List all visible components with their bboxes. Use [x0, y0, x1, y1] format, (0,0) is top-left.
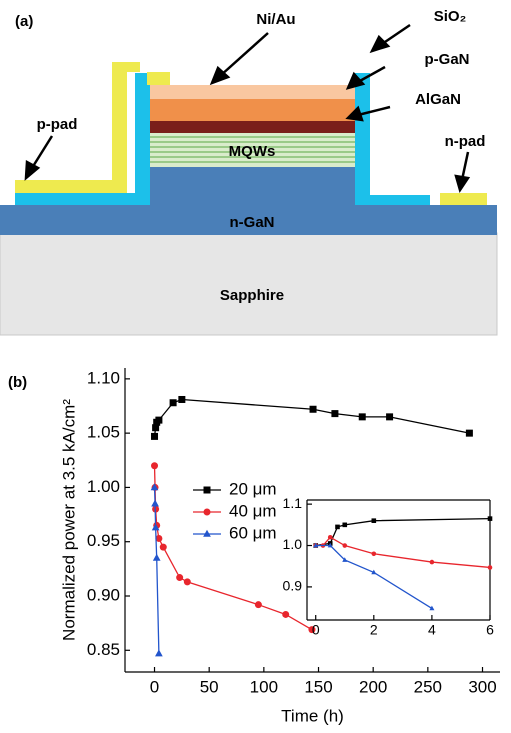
marker	[151, 462, 158, 469]
marker	[359, 413, 366, 420]
figure: (a) Ni/Au SiO₂ p-GaN AlGaN MQWs p-pad n-…	[0, 0, 511, 733]
marker	[488, 516, 493, 521]
x-tick-label: 2	[370, 622, 378, 638]
legend-label: 60 μm	[229, 523, 277, 542]
marker	[176, 574, 183, 581]
marker	[204, 509, 211, 516]
marker	[331, 410, 338, 417]
marker	[151, 500, 159, 507]
y-tick-label: 1.1	[283, 495, 303, 511]
marker	[170, 399, 177, 406]
marker	[184, 578, 191, 585]
marker	[178, 396, 185, 403]
marker	[255, 601, 262, 608]
marker	[372, 518, 377, 523]
marker	[204, 487, 211, 494]
y-tick-label: 0.95	[87, 531, 120, 550]
layer-label: SiO₂	[434, 8, 467, 25]
y-tick-label: 1.10	[87, 368, 120, 387]
x-tick-label: 200	[359, 677, 387, 696]
y-axis-label: Normalized power at 3.5 kA/cm²	[59, 399, 78, 641]
layer-label: n-pad	[445, 133, 486, 150]
ni-au-layer	[150, 85, 355, 99]
marker	[342, 543, 347, 548]
marker	[160, 544, 167, 551]
x-tick-label: 50	[200, 677, 219, 696]
marker	[282, 611, 289, 618]
marker	[153, 554, 161, 561]
layer-label: Ni/Au	[256, 11, 295, 28]
algan-layer	[150, 121, 355, 133]
marker	[466, 430, 473, 437]
marker	[328, 535, 333, 540]
marker	[310, 406, 317, 413]
legend-label: 20 μm	[229, 479, 277, 498]
n-pad-metal	[440, 193, 487, 205]
legend-label: 40 μm	[229, 501, 277, 520]
y-tick-label: 0.85	[87, 640, 120, 659]
layer-label: n-GaN	[230, 214, 275, 231]
series-line	[316, 537, 490, 567]
p-gan-layer	[150, 99, 355, 121]
y-tick-label: 0.9	[283, 578, 303, 594]
x-tick-label: 250	[414, 677, 442, 696]
x-tick-label: 4	[428, 622, 436, 638]
layer-label: p-pad	[37, 116, 78, 133]
layer-label: AlGaN	[415, 91, 461, 108]
x-tick-label: 0	[150, 677, 159, 696]
x-tick-label: 0	[312, 622, 320, 638]
n-gan-mesa	[150, 165, 355, 207]
y-tick-label: 1.0	[283, 536, 303, 552]
marker	[151, 433, 158, 440]
layer-label: Sapphire	[220, 287, 284, 304]
device-diagram: (a) Ni/Au SiO₂ p-GaN AlGaN MQWs p-pad n-…	[0, 8, 497, 335]
marker	[342, 523, 347, 528]
layer-label: p-GaN	[425, 51, 470, 68]
x-tick-label: 150	[304, 677, 332, 696]
y-tick-label: 0.90	[87, 585, 120, 604]
series-line	[316, 519, 490, 546]
series-line	[155, 399, 470, 436]
marker	[372, 551, 377, 556]
panel-label: (a)	[15, 13, 33, 30]
y-tick-label: 1.05	[87, 423, 120, 442]
marker	[155, 649, 163, 656]
marker	[430, 560, 435, 565]
x-tick-label: 100	[250, 677, 278, 696]
panel-label: (b)	[8, 374, 27, 391]
marker	[335, 525, 340, 530]
y-tick-label: 1.00	[87, 477, 120, 496]
x-tick-label: 300	[468, 677, 496, 696]
marker	[203, 530, 211, 537]
x-axis-label: Time (h)	[281, 706, 344, 725]
marker	[155, 417, 162, 424]
layer-label: MQWs	[229, 143, 276, 160]
sapphire-layer	[0, 233, 497, 335]
marker	[386, 413, 393, 420]
x-tick-label: 6	[486, 622, 494, 638]
marker	[488, 565, 493, 570]
